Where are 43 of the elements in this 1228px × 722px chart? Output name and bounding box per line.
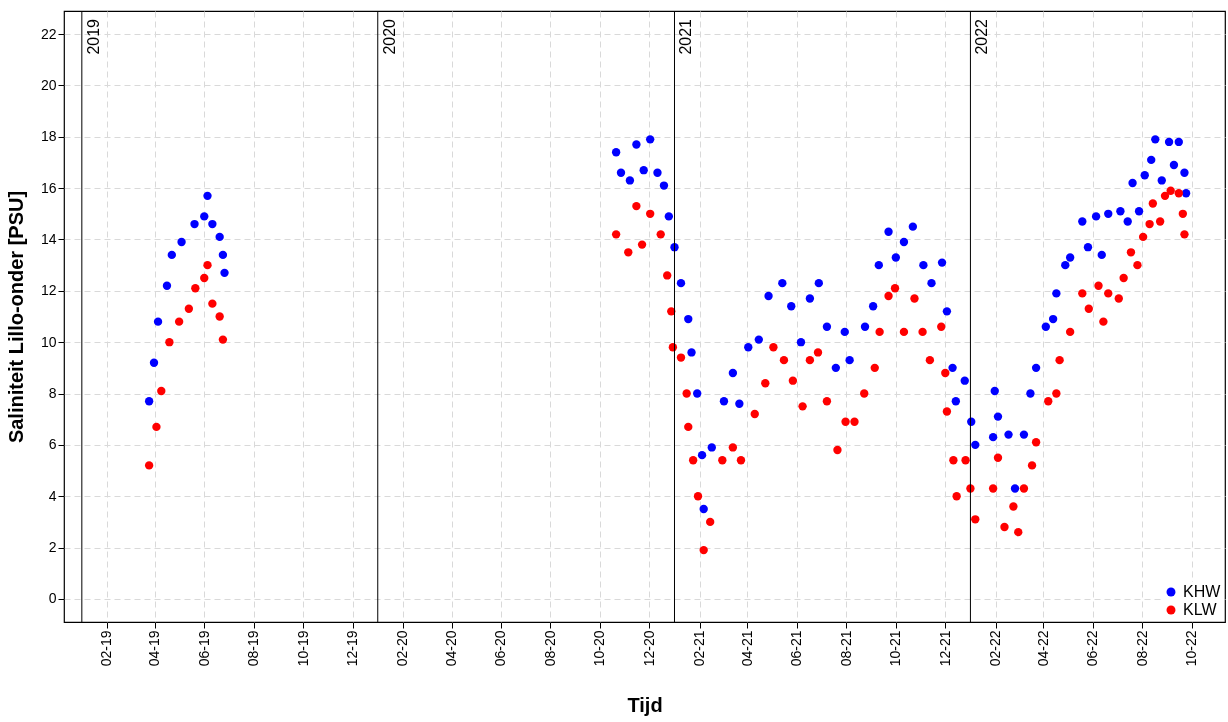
- y-tick-label: 10: [40, 333, 57, 350]
- x-tick-label: 06-22: [1084, 630, 1101, 667]
- y-tick-label: 6: [48, 436, 57, 453]
- x-tick-label: 04-22: [1034, 630, 1051, 667]
- y-tick-label: 22: [40, 25, 57, 42]
- x-tick-label: 02-21: [691, 630, 708, 667]
- x-tick-label: 10-19: [294, 630, 311, 667]
- legend-label: KLW: [1183, 601, 1218, 618]
- x-tick-label: 08-19: [245, 630, 262, 667]
- x-tick-label: 12-19: [344, 630, 361, 667]
- y-tick-label: 4: [48, 487, 57, 504]
- y-tick-label: 18: [40, 128, 57, 145]
- x-tick-label: 10-21: [887, 630, 904, 667]
- x-tick-label: 02-19: [98, 630, 115, 667]
- x-tick-label: 12-21: [936, 630, 953, 667]
- ref-line-label: 2019: [84, 18, 102, 55]
- x-tick-label: 06-20: [492, 630, 509, 667]
- x-tick-label: 08-21: [837, 630, 854, 667]
- ref-line-label: 2021: [677, 18, 695, 55]
- ref-line-label: 2022: [973, 18, 991, 55]
- y-tick-label: 16: [40, 179, 57, 196]
- x-tick-label: 08-22: [1133, 630, 1150, 667]
- x-tick-label: 08-20: [541, 630, 558, 667]
- x-tick-label: 06-21: [788, 630, 805, 667]
- y-tick-label: 2: [48, 539, 57, 556]
- legend-label: KHW: [1183, 583, 1222, 600]
- y-tick-label: 12: [40, 282, 57, 299]
- y-tick-label: 14: [40, 230, 57, 247]
- x-axis-title: Tijd: [627, 694, 663, 717]
- x-tick-label: 02-22: [987, 630, 1004, 667]
- x-tick-label: 06-19: [195, 630, 212, 667]
- ref-line-label: 2020: [380, 18, 398, 55]
- y-tick-label: 0: [48, 590, 57, 607]
- x-tick-label: 10-22: [1183, 630, 1200, 667]
- y-axis-title: Saliniteit Lillo-onder [PSU]: [4, 190, 27, 444]
- x-tick-label: 04-19: [146, 630, 163, 667]
- y-tick-label: 20: [40, 76, 57, 93]
- x-tick-label: 04-21: [738, 630, 755, 667]
- x-tick-label: 12-20: [640, 630, 657, 667]
- x-tick-label: 10-20: [591, 630, 608, 667]
- y-tick-label: 8: [48, 385, 57, 402]
- x-tick-label: 02-20: [394, 630, 411, 667]
- x-tick-label: 04-20: [443, 630, 460, 667]
